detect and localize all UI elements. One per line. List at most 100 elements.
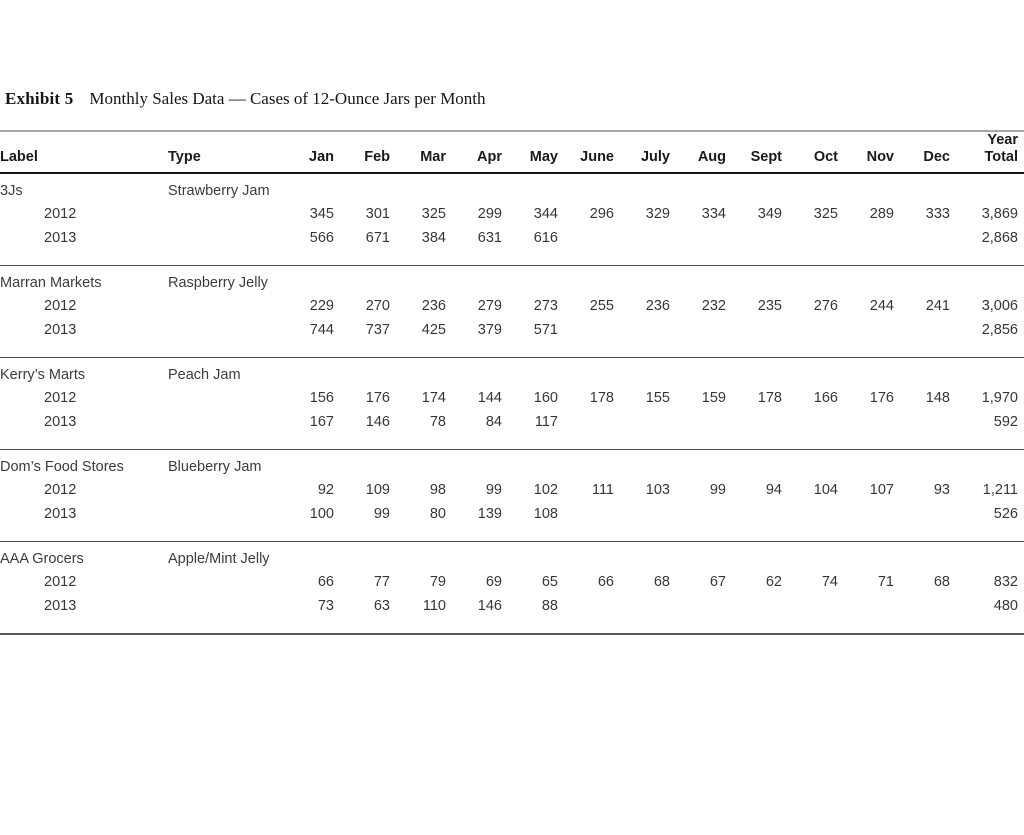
year-data-row: 2012 66 77 79 69 65 66 68 67 62 74 71 68 832 bbox=[0, 570, 1024, 594]
month-value: 94 bbox=[765, 482, 782, 498]
month-value: 160 bbox=[533, 390, 558, 406]
month-value: 241 bbox=[925, 298, 950, 314]
month-value: 69 bbox=[485, 574, 502, 590]
month-value: 333 bbox=[925, 206, 950, 222]
year-label: 2012 bbox=[44, 390, 77, 406]
month-value bbox=[564, 502, 620, 542]
month-value bbox=[564, 226, 620, 266]
year-label: 2013 bbox=[44, 598, 77, 614]
group-header-row: Marran Markets Raspberry Jelly bbox=[0, 266, 1024, 295]
month-value: 379 bbox=[477, 322, 502, 338]
month-value: 270 bbox=[365, 298, 390, 314]
month-value: 99 bbox=[373, 506, 390, 522]
year-data-row: 2012 345 301 325 299 344 296 329 334 349 325 289 333… bbox=[0, 202, 1024, 226]
month-value: 384 bbox=[421, 230, 446, 246]
month-value bbox=[732, 502, 788, 542]
group-header-filler bbox=[284, 542, 1024, 571]
group-header-row: AAA Grocers Apple/Mint Jelly bbox=[0, 542, 1024, 571]
year-data-row: 2013 167 146 78 84 117 592 bbox=[0, 410, 1024, 450]
header-month-july: July bbox=[620, 131, 676, 174]
year-label: 2013 bbox=[44, 230, 77, 246]
month-value: 229 bbox=[309, 298, 334, 314]
month-value: 68 bbox=[653, 574, 670, 590]
month-value: 344 bbox=[533, 206, 558, 222]
year-data-row: 2013 566 671 384 631 616 2,868 bbox=[0, 226, 1024, 266]
year-label: 2012 bbox=[44, 574, 77, 590]
month-value: 276 bbox=[813, 298, 838, 314]
month-value: 159 bbox=[701, 390, 726, 406]
year-total-value: 2,868 bbox=[981, 230, 1018, 246]
type-spacer bbox=[168, 226, 284, 266]
merchant-label: 3Js bbox=[0, 183, 23, 199]
month-value bbox=[564, 410, 620, 450]
month-value: 273 bbox=[533, 298, 558, 314]
month-value bbox=[676, 594, 732, 634]
month-value: 671 bbox=[365, 230, 390, 246]
merchant-group: AAA Grocers Apple/Mint Jelly 2012 66 77 79 69 6… bbox=[0, 542, 1024, 634]
month-value: 67 bbox=[709, 574, 726, 590]
month-value: 146 bbox=[365, 414, 390, 430]
year-data-row: 2012 92 109 98 99 102 111 103 99 94 104 107 93 1,211 bbox=[0, 478, 1024, 502]
month-value: 103 bbox=[645, 482, 670, 498]
month-value: 631 bbox=[477, 230, 502, 246]
month-value: 139 bbox=[477, 506, 502, 522]
month-value: 111 bbox=[591, 482, 614, 498]
month-value bbox=[620, 502, 676, 542]
month-value bbox=[676, 502, 732, 542]
group-header-filler bbox=[284, 450, 1024, 479]
merchant-group: 3Js Strawberry Jam 2012 345 301 325 299 344 296 3… bbox=[0, 173, 1024, 266]
month-value bbox=[844, 226, 900, 266]
month-value: 108 bbox=[533, 506, 558, 522]
year-total-value: 832 bbox=[993, 574, 1018, 590]
year-label: 2012 bbox=[44, 298, 77, 314]
type-spacer bbox=[168, 386, 284, 410]
month-value: 110 bbox=[422, 598, 446, 614]
header-type: Type bbox=[168, 131, 284, 174]
month-value: 99 bbox=[709, 482, 726, 498]
month-value: 146 bbox=[477, 598, 502, 614]
month-value bbox=[900, 594, 956, 634]
month-value: 104 bbox=[813, 482, 838, 498]
merchant-group: Marran Markets Raspberry Jelly 2012 229 270 2… bbox=[0, 266, 1024, 358]
merchant-label: Dom’s Food Stores bbox=[0, 459, 124, 475]
year-data-row: 2012 229 270 236 279 273 255 236 232 235 276 244 241… bbox=[0, 294, 1024, 318]
type-spacer bbox=[168, 502, 284, 542]
month-value: 289 bbox=[869, 206, 894, 222]
month-value: 73 bbox=[317, 598, 334, 614]
header-month-jan: Jan bbox=[284, 131, 340, 174]
month-value: 155 bbox=[645, 390, 670, 406]
month-value bbox=[676, 410, 732, 450]
month-value: 178 bbox=[757, 390, 782, 406]
merchant-label: Marran Markets bbox=[0, 275, 102, 291]
month-value bbox=[564, 318, 620, 358]
month-value: 235 bbox=[757, 298, 782, 314]
month-value: 166 bbox=[813, 390, 838, 406]
month-value bbox=[844, 594, 900, 634]
month-value: 156 bbox=[309, 390, 334, 406]
year-label: 2013 bbox=[44, 414, 77, 430]
month-value: 236 bbox=[421, 298, 446, 314]
year-data-row: 2013 744 737 425 379 571 2,856 bbox=[0, 318, 1024, 358]
year-total-value: 1,970 bbox=[981, 390, 1018, 406]
header-month-nov: Nov bbox=[844, 131, 900, 174]
type-spacer bbox=[168, 570, 284, 594]
month-value: 78 bbox=[429, 414, 446, 430]
month-value bbox=[788, 594, 844, 634]
month-value: 571 bbox=[533, 322, 558, 338]
month-value bbox=[900, 502, 956, 542]
month-value: 178 bbox=[589, 390, 614, 406]
month-value: 92 bbox=[317, 482, 334, 498]
header-month-mar: Mar bbox=[396, 131, 452, 174]
month-value: 66 bbox=[597, 574, 614, 590]
merchant-group: Kerry’s Marts Peach Jam 2012 156 176 174 144 16… bbox=[0, 358, 1024, 450]
month-value bbox=[620, 410, 676, 450]
month-value: 232 bbox=[701, 298, 726, 314]
header-month-aug: Aug bbox=[676, 131, 732, 174]
month-value bbox=[900, 318, 956, 358]
exhibit-heading: Exhibit 5 Monthly Sales Data — Cases of 1… bbox=[5, 89, 486, 109]
month-value: 79 bbox=[429, 574, 446, 590]
type-spacer bbox=[168, 294, 284, 318]
month-value: 329 bbox=[645, 206, 670, 222]
month-value: 71 bbox=[877, 574, 894, 590]
month-value: 174 bbox=[421, 390, 446, 406]
